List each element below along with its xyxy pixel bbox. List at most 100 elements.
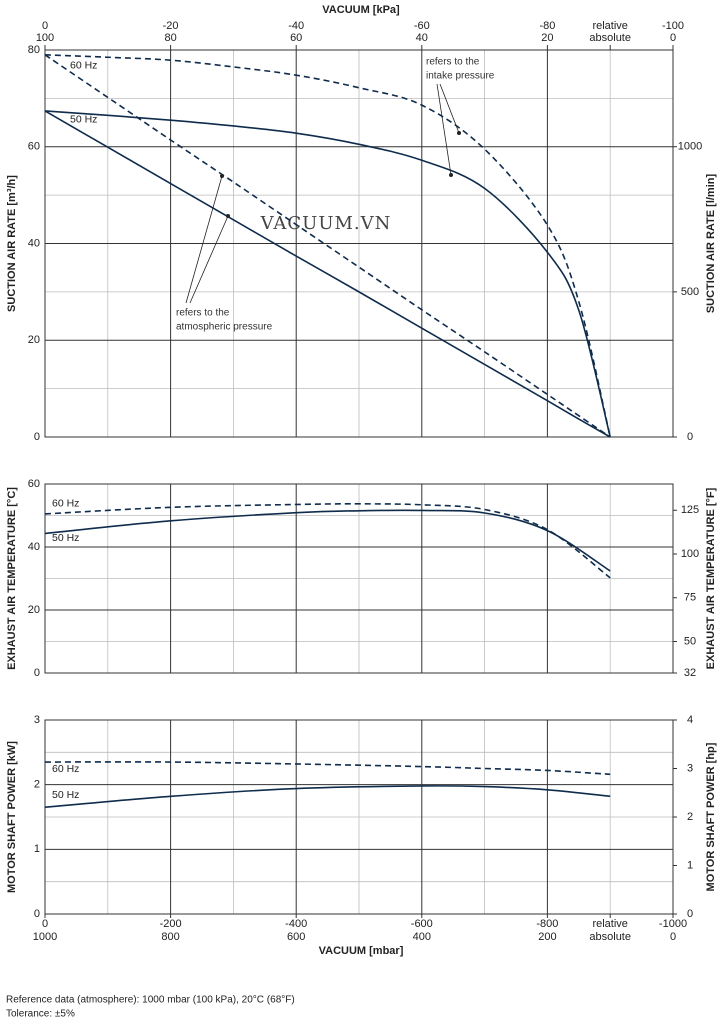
pointer-dot: [457, 131, 461, 135]
series-line: [44, 503, 611, 579]
y2-axis-label: MOTOR SHAFT POWER [hp]: [705, 742, 717, 891]
footnote: Reference data (atmosphere): 1000 mbar (…: [6, 995, 295, 1006]
y2-tick-label: 2: [687, 811, 693, 823]
x2-tick-label: -100: [662, 20, 684, 32]
annotation: refers to the: [176, 308, 230, 319]
y-tick-label: 2: [34, 779, 40, 791]
series-label: 60 Hz: [52, 498, 79, 510]
y2-tick-label: 125: [681, 504, 699, 516]
x-tick-label-absolute: 200: [538, 931, 556, 943]
x2-tick-label: -80: [539, 20, 555, 32]
series-line: [44, 761, 611, 776]
series-line: [44, 509, 611, 572]
y-axis-label: SUCTION AIR RATE [m³/h]: [6, 175, 18, 312]
series-label: 50 Hz: [70, 114, 97, 126]
arrow: [189, 215, 229, 304]
x2-tick-label: -60: [414, 20, 430, 32]
x2-tick-label-absolute: absolute: [589, 32, 631, 44]
series-line: [44, 54, 611, 438]
y-tick-label: 40: [28, 541, 40, 553]
y2-tick-label: 0: [687, 431, 693, 443]
y-tick-label: 1: [34, 843, 40, 855]
series-line: [44, 54, 611, 438]
y-tick-label: 0: [34, 908, 40, 920]
x-tick-label-absolute: 400: [413, 931, 431, 943]
series-label: 50 Hz: [52, 532, 79, 544]
y-tick-label: 60: [28, 141, 40, 153]
x-tick-label: relative: [592, 918, 627, 930]
x2-tick-label-absolute: 40: [416, 32, 428, 44]
y-tick-label: 3: [34, 714, 40, 726]
y2-tick-label: 0: [687, 908, 693, 920]
x-tick-label-absolute: 0: [670, 931, 676, 943]
series-line: [44, 785, 611, 809]
plot-frame: [44, 483, 674, 674]
y2-tick-label: 1: [687, 859, 693, 871]
x2-tick-label: -40: [288, 20, 304, 32]
y-tick-label: 0: [34, 667, 40, 679]
x2-tick-label: -20: [163, 20, 179, 32]
y2-axis-label: SUCTION AIR RATE [l/min]: [705, 174, 717, 314]
y2-tick-label: 500: [681, 286, 699, 298]
footnote: Tolerance: ±5%: [6, 1009, 75, 1020]
arrows: [185, 83, 461, 304]
panel: 0 20 40 60 32 50 75 100 125 EXHAUST AIR TEMPERATU…: [6, 478, 717, 679]
series-label: 60 Hz: [52, 763, 79, 775]
x-tick-label: -200: [160, 918, 182, 930]
x-tick-label: -600: [411, 918, 433, 930]
x-tick-label-absolute: 800: [161, 931, 179, 943]
y2-tick-label: 3: [687, 762, 693, 774]
x-tick-label: -1000: [659, 918, 687, 930]
plot-frame: [44, 49, 674, 438]
x-tick-label: -800: [536, 918, 558, 930]
arrow: [185, 175, 223, 304]
x-axis-label: VACUUM [mbar]: [319, 945, 404, 957]
y2-tick-label: 50: [684, 635, 696, 647]
y-tick-label: 20: [28, 334, 40, 346]
x2-tick-label-absolute: 100: [36, 32, 54, 44]
y2-tick-label: 32: [684, 667, 696, 679]
series-line: [44, 110, 611, 438]
x2-tick-label-absolute: 80: [164, 32, 176, 44]
pointer-dot: [226, 214, 230, 218]
x-tick-label-absolute: absolute: [589, 931, 631, 943]
y-tick-label: 80: [28, 44, 40, 56]
y-tick-label: 60: [28, 478, 40, 490]
y-tick-label: 20: [28, 604, 40, 616]
annotation: refers to the: [426, 57, 480, 68]
x-tick-label-absolute: 1000: [33, 931, 57, 943]
plot-frame: [44, 719, 674, 915]
pointer-dot: [449, 173, 453, 177]
y2-tick-label: 100: [681, 548, 699, 560]
x2-tick-label: 0: [42, 20, 48, 32]
arrow: [439, 83, 460, 134]
annotation: atmospheric pressure: [176, 322, 273, 333]
arrow: [436, 83, 452, 176]
x2-tick-label-absolute: 0: [670, 32, 676, 44]
x-tick-label: -400: [285, 918, 307, 930]
series-label: 50 Hz: [52, 789, 79, 801]
x2-tick-label-absolute: 60: [290, 32, 302, 44]
y-tick-label: 40: [28, 237, 40, 249]
pointer-dot: [220, 174, 224, 178]
y2-axis-label: EXHAUST AIR TEMPERATURE [°F]: [705, 487, 717, 669]
y2-tick-label: 75: [684, 592, 696, 604]
y2-tick-label: 1000: [678, 141, 702, 153]
x2-tick-label: relative: [592, 20, 627, 32]
x-tick-label: 0: [42, 918, 48, 930]
y2-tick-label: 4: [687, 714, 693, 726]
watermark: VACUUM.VN: [260, 213, 392, 234]
series-line: [44, 110, 611, 438]
y-tick-label: 0: [34, 431, 40, 443]
y-axis-label: EXHAUST AIR TEMPERATURE [°C]: [6, 487, 18, 670]
annotation: intake pressure: [426, 71, 495, 82]
y-axis-label: MOTOR SHAFT POWER [kW]: [6, 741, 18, 893]
x2-tick-label-absolute: 20: [541, 32, 553, 44]
series-label: 60 Hz: [70, 60, 97, 72]
x-tick-label-absolute: 600: [287, 931, 305, 943]
panel: 0 1 2 3 0 1 2 3 4 MOTOR SHAFT POWER [kW] MOTOR SHA…: [6, 714, 717, 957]
x2-axis-label: VACUUM [kPa]: [322, 4, 400, 16]
